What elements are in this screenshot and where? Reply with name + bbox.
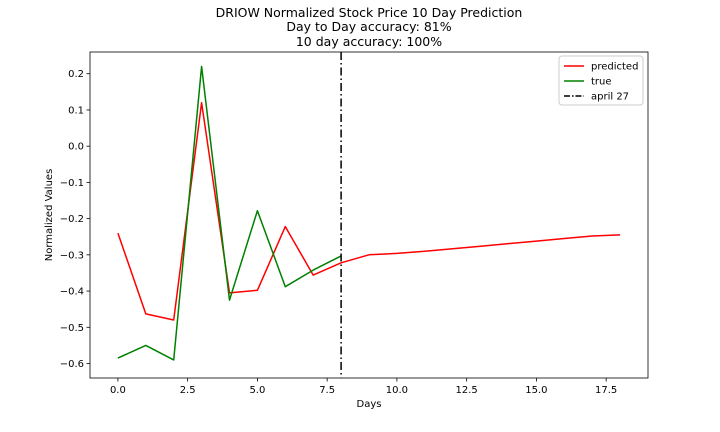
y-tick-label: −0.3 — [60, 250, 84, 261]
x-tick-label: 12.5 — [456, 385, 478, 396]
x-tick-label: 7.5 — [319, 385, 335, 396]
y-axis: −0.6 −0.5 −0.4 −0.3 −0.2 −0.1 0.0 0.1 0.2 — [60, 69, 90, 370]
x-tick-label: 10.0 — [386, 385, 408, 396]
y-tick-label: −0.5 — [60, 323, 84, 334]
x-axis: 0.0 2.5 5.0 7.5 10.0 12.5 15.0 17.5 — [110, 378, 617, 396]
y-tick-label: −0.4 — [60, 287, 84, 298]
chart-subtitle-2: 10 day accuracy: 100% — [296, 34, 442, 49]
x-tick-label: 0.0 — [110, 385, 126, 396]
y-axis-label: Normalized Values — [44, 169, 55, 262]
chart-subtitle-1: Day to Day accuracy: 81% — [286, 19, 451, 34]
legend-april27-label: april 27 — [591, 92, 629, 103]
y-tick-label: 0.2 — [68, 69, 84, 80]
legend-predicted-label: predicted — [591, 62, 638, 73]
plot-area — [89, 51, 649, 379]
x-tick-label: 5.0 — [249, 385, 265, 396]
y-tick-label: −0.6 — [60, 359, 84, 370]
series-true-line — [117, 65, 342, 361]
x-tick-label: 17.5 — [595, 385, 617, 396]
y-tick-label: 0.0 — [68, 142, 84, 153]
y-tick-label: −0.2 — [60, 214, 84, 225]
x-axis-label: Days — [357, 399, 382, 410]
legend: predicted true april 27 — [558, 55, 644, 106]
chart-title: DRIOW Normalized Stock Price 10 Day Pred… — [216, 5, 523, 20]
plot-frame — [89, 51, 649, 379]
series-predicted-line — [117, 101, 621, 321]
y-tick-label: 0.1 — [68, 105, 84, 116]
x-tick-label: 2.5 — [180, 385, 196, 396]
x-tick-label: 15.0 — [525, 385, 547, 396]
legend-box — [558, 55, 644, 106]
legend-true-label: true — [591, 77, 612, 88]
y-tick-label: −0.1 — [60, 178, 84, 189]
